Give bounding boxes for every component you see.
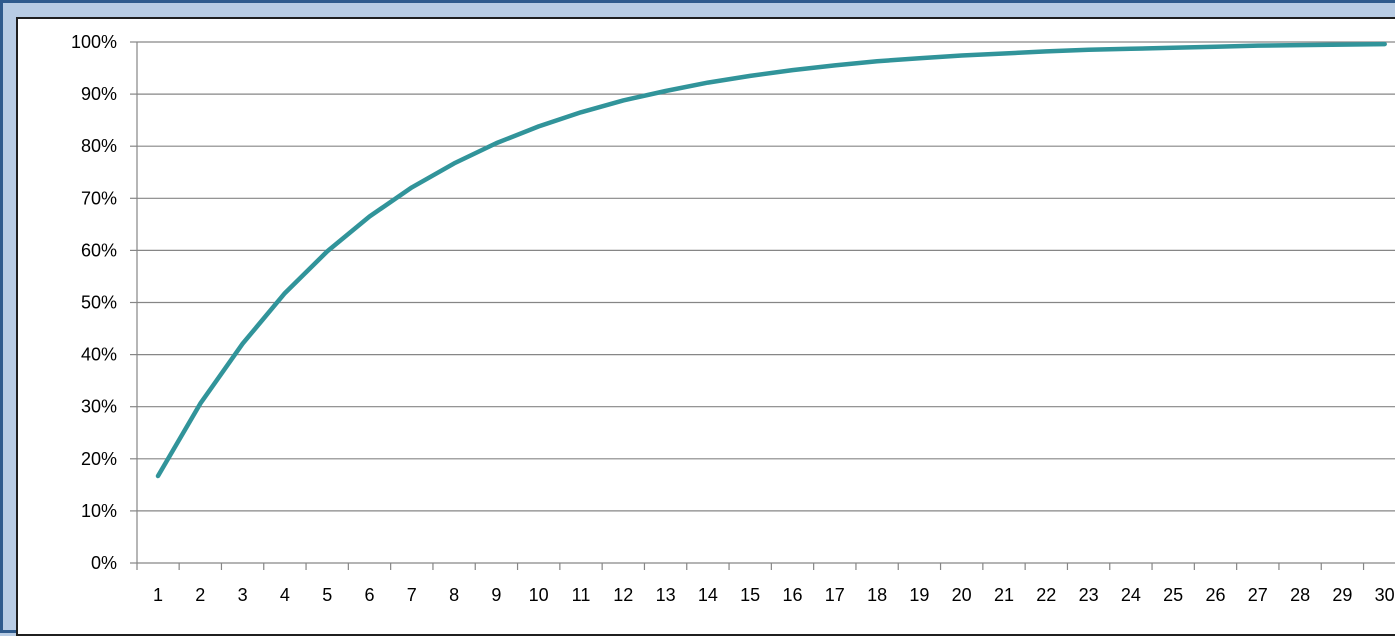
x-tick-label: 6 xyxy=(364,585,374,605)
x-tick-label: 28 xyxy=(1290,585,1310,605)
axes xyxy=(130,42,1395,570)
x-tick-label: 2 xyxy=(195,585,205,605)
x-tick-label: 25 xyxy=(1163,585,1183,605)
x-tick-label: 9 xyxy=(491,585,501,605)
x-tick-label: 1 xyxy=(153,585,163,605)
y-tick-label: 40% xyxy=(81,345,117,365)
x-tick-label: 21 xyxy=(994,585,1014,605)
x-tick-label: 18 xyxy=(867,585,887,605)
x-tick-label: 20 xyxy=(952,585,972,605)
y-tick-label: 0% xyxy=(91,553,117,573)
x-tick-label: 11 xyxy=(572,585,591,605)
series-layer xyxy=(158,44,1385,476)
y-tick-label: 90% xyxy=(81,84,117,104)
y-tick-label: 80% xyxy=(81,136,117,156)
y-tick-label: 60% xyxy=(81,240,117,260)
x-tick-label: 14 xyxy=(698,585,718,605)
x-tick-label: 4 xyxy=(280,585,290,605)
y-tick-label: 100% xyxy=(71,32,117,52)
y-tick-label: 20% xyxy=(81,449,117,469)
x-tick-label: 17 xyxy=(825,585,845,605)
x-tick-label: 13 xyxy=(656,585,676,605)
x-tick-label: 5 xyxy=(322,585,332,605)
gridlines xyxy=(137,42,1395,511)
x-tick-label: 23 xyxy=(1079,585,1099,605)
x-tick-label: 30 xyxy=(1375,585,1395,605)
y-tick-label: 70% xyxy=(81,188,117,208)
x-tick-label: 24 xyxy=(1121,585,1141,605)
x-tick-label: 12 xyxy=(613,585,633,605)
x-tick-label: 10 xyxy=(529,585,549,605)
x-tick-label: 19 xyxy=(909,585,929,605)
x-tick-label: 7 xyxy=(407,585,417,605)
x-tick-label: 3 xyxy=(238,585,248,605)
series-line xyxy=(158,44,1385,476)
y-axis-tick-labels: 0% 10% 20% 30% 40% 50% 60% 70% 80% 90% 100% xyxy=(71,32,117,573)
y-tick-label: 10% xyxy=(81,501,117,521)
x-tick-label: 26 xyxy=(1205,585,1225,605)
y-tick-label: 50% xyxy=(81,293,117,313)
x-tick-label: 29 xyxy=(1332,585,1352,605)
x-tick-label: 27 xyxy=(1248,585,1268,605)
x-tick-label: 16 xyxy=(782,585,802,605)
x-tick-label: 15 xyxy=(740,585,760,605)
x-tick-label: 8 xyxy=(449,585,459,605)
y-tick-label: 30% xyxy=(81,397,117,417)
x-tick-label: 22 xyxy=(1036,585,1056,605)
